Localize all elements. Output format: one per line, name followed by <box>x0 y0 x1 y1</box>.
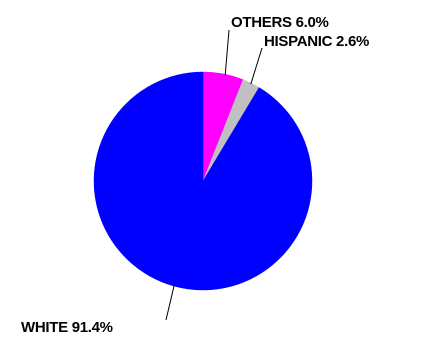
leader-line-others <box>224 29 230 76</box>
slice-label-white: WHITE 91.4% <box>21 319 113 336</box>
leader-line-hispanic <box>250 47 263 85</box>
slice-label-hispanic: HISPANIC 2.6% <box>264 33 369 50</box>
leader-line-white <box>165 284 175 321</box>
slice-label-others: OTHERS 6.0% <box>231 14 329 31</box>
pie-slice-white <box>93 71 313 291</box>
